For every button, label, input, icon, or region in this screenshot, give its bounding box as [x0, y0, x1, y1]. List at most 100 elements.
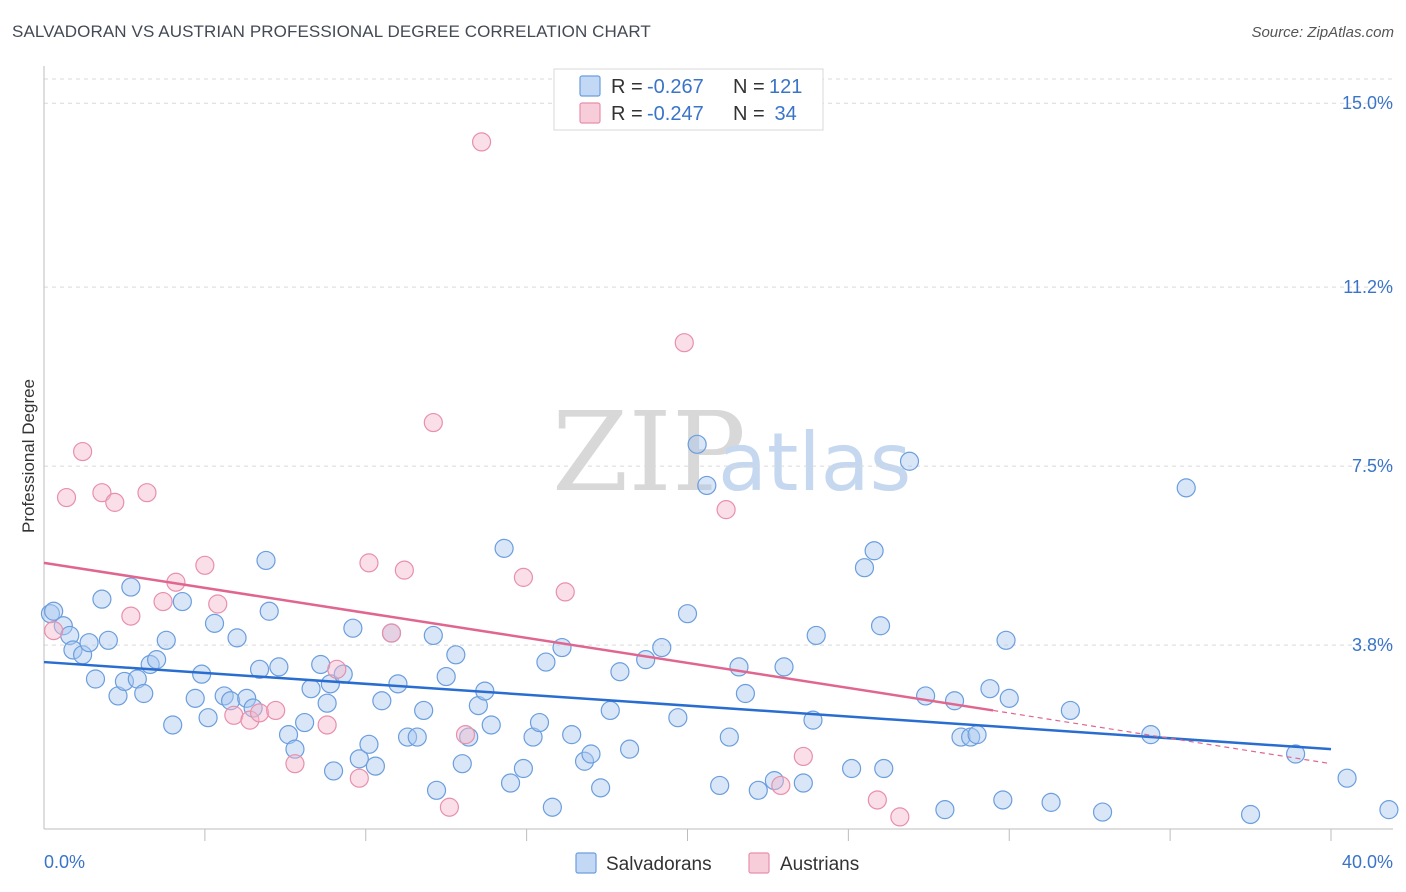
- austrian-point: [317, 715, 337, 735]
- salvadoran-point: [323, 761, 344, 781]
- salvadoran-point: [121, 577, 141, 597]
- salvadoran-point: [677, 604, 698, 624]
- austrian-point: [793, 746, 813, 767]
- legend-n-label-1: N =: [733, 103, 765, 125]
- austrian-point: [471, 132, 492, 152]
- salvadoran-point: [44, 601, 64, 621]
- salvadoran-point: [1176, 478, 1196, 498]
- y-tick-label-1: 7.5%: [1352, 456, 1393, 476]
- austrian-point: [240, 710, 260, 730]
- salvadoran-point: [423, 625, 443, 646]
- watermark-zip: ZIP: [552, 388, 746, 516]
- legend-swatch-salvadorans: [579, 75, 601, 97]
- x-tick-label-max: 40.0%: [1342, 852, 1393, 872]
- austrian-point: [327, 659, 347, 679]
- legend-n-value-0: 121: [769, 76, 802, 98]
- salvadoran-point: [1060, 700, 1080, 721]
- salvadoran-point: [285, 739, 305, 759]
- austrian-point: [455, 725, 476, 745]
- salvadoran-point: [156, 630, 176, 650]
- austrian-point: [92, 483, 112, 503]
- salvadoran-point: [301, 679, 321, 699]
- salvadoran-point: [494, 538, 514, 558]
- legend-r-label-0: R =: [611, 76, 643, 98]
- austrian-point: [56, 487, 77, 508]
- salvadoran-point: [513, 758, 534, 779]
- salvadoran-point: [529, 712, 550, 733]
- austrian-point: [890, 807, 910, 827]
- austrian-point: [381, 623, 402, 643]
- salvadoran-point: [436, 666, 456, 687]
- austrian-point: [674, 333, 694, 353]
- austrian-point: [195, 555, 215, 575]
- austrian-point: [224, 705, 244, 725]
- bottom-legend-label-salvadorans: Salvadorans: [606, 854, 712, 875]
- salvadoran-point: [806, 625, 826, 646]
- legend-r-value-1: -0.247: [647, 103, 704, 125]
- salvadoran-point: [317, 693, 337, 713]
- salvadoran-point: [349, 749, 369, 769]
- salvadoran-point: [372, 691, 392, 711]
- austrian-point: [423, 412, 443, 433]
- salvadoran-point: [854, 558, 875, 578]
- austrian-point: [555, 582, 575, 602]
- chart-title: SALVADORAN VS AUSTRIAN PROFESSIONAL DEGR…: [12, 22, 651, 41]
- salvadoran-point: [256, 550, 276, 571]
- salvadoran-point: [668, 708, 688, 728]
- salvadoran-point: [610, 662, 630, 682]
- y-tick-labels: 3.8% 7.5% 11.2% 15.0%: [1342, 93, 1393, 655]
- austrian-point: [153, 591, 173, 612]
- salvadoran-point: [134, 683, 154, 704]
- salvadoran-point: [536, 652, 556, 672]
- salvadoran-point: [481, 715, 501, 735]
- salvadoran-point: [269, 657, 289, 677]
- salvadoran-point: [1041, 792, 1061, 812]
- watermark-atlas: atlas: [718, 416, 911, 509]
- salvadoran-point: [980, 679, 1000, 699]
- salvadoran-point: [636, 650, 656, 670]
- y-axis-title: Professional Degree: [19, 379, 38, 533]
- salvadoran-point: [311, 654, 331, 675]
- austrian-point: [105, 492, 125, 512]
- salvadoran-point: [198, 708, 218, 728]
- salvadoran-point: [874, 758, 894, 779]
- salvadoran-point: [774, 657, 794, 677]
- salvadoran-point: [249, 659, 270, 679]
- salvadoran-point: [237, 688, 257, 708]
- salvadoran-point: [500, 773, 521, 793]
- salvadoran-point: [446, 645, 466, 665]
- salvadoran-point: [1092, 802, 1113, 822]
- salvadoran-point: [899, 451, 920, 471]
- legend-r-value-0: -0.267: [647, 76, 704, 98]
- salvadoran-point: [452, 754, 472, 774]
- salvadoran-point: [343, 618, 363, 638]
- salvadoran-point: [710, 775, 730, 796]
- salvadoran-point: [748, 780, 768, 800]
- salvadoran-point: [227, 628, 247, 648]
- legend-n-label-0: N =: [733, 76, 765, 98]
- salvadoran-point: [459, 727, 479, 747]
- salvadoran-point: [562, 725, 582, 745]
- salvadoran-point: [92, 589, 112, 609]
- salvadoran-point: [163, 715, 183, 735]
- salvadoran-point: [426, 780, 447, 800]
- source-label: Source: ZipAtlas.com: [1251, 24, 1394, 41]
- salvadoran-point: [915, 686, 936, 706]
- salvadoran-point: [63, 640, 83, 660]
- austrian-point: [44, 621, 64, 641]
- salvadoran-point: [600, 700, 620, 721]
- salvadoran-point: [1141, 725, 1161, 745]
- axes: [43, 66, 1393, 830]
- salvadoran-point: [295, 712, 315, 733]
- salvadoran-point: [793, 773, 813, 793]
- salvadoran-point: [619, 739, 640, 759]
- austrians-trend-line: [43, 561, 994, 712]
- salvadoran-point: [652, 637, 672, 658]
- y-tick-label-0: 3.8%: [1352, 635, 1393, 655]
- salvadoran-point: [388, 674, 408, 694]
- austrian-point: [394, 560, 414, 580]
- salvadoran-point: [185, 688, 205, 708]
- austrian-point: [249, 703, 270, 723]
- salvadoran-point: [53, 616, 73, 636]
